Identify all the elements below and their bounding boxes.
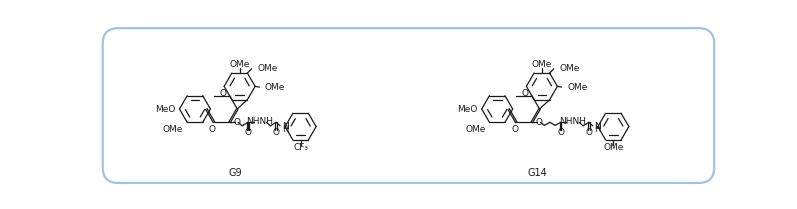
Text: NHNH: NHNH xyxy=(559,117,586,126)
Text: MeO: MeO xyxy=(457,104,478,113)
Text: O: O xyxy=(233,118,240,127)
Text: NHNH: NHNH xyxy=(246,117,273,126)
Text: OMe: OMe xyxy=(532,60,552,69)
Text: OMe: OMe xyxy=(559,64,579,73)
Text: CF₃: CF₃ xyxy=(293,143,308,152)
Text: H: H xyxy=(595,125,601,134)
Text: N: N xyxy=(282,122,289,131)
Text: O: O xyxy=(511,125,518,134)
Text: OMe: OMe xyxy=(163,125,183,134)
Text: OMe: OMe xyxy=(603,143,623,152)
Text: O: O xyxy=(245,128,251,137)
Text: OMe: OMe xyxy=(230,60,249,69)
Text: H: H xyxy=(282,125,289,134)
Text: G9: G9 xyxy=(229,168,242,177)
Text: N: N xyxy=(595,122,601,131)
Text: OMe: OMe xyxy=(257,64,277,73)
Text: O: O xyxy=(219,89,226,98)
Text: MeO: MeO xyxy=(155,104,175,113)
Text: OMe: OMe xyxy=(567,83,587,92)
Text: OMe: OMe xyxy=(265,83,285,92)
Text: O: O xyxy=(521,89,528,98)
Text: OMe: OMe xyxy=(465,125,485,134)
Text: O: O xyxy=(536,118,542,127)
Text: O: O xyxy=(557,128,564,137)
Text: O: O xyxy=(585,128,592,137)
Text: O: O xyxy=(273,128,279,137)
Text: O: O xyxy=(209,125,216,134)
FancyBboxPatch shape xyxy=(103,28,714,183)
Text: G14: G14 xyxy=(528,168,548,177)
